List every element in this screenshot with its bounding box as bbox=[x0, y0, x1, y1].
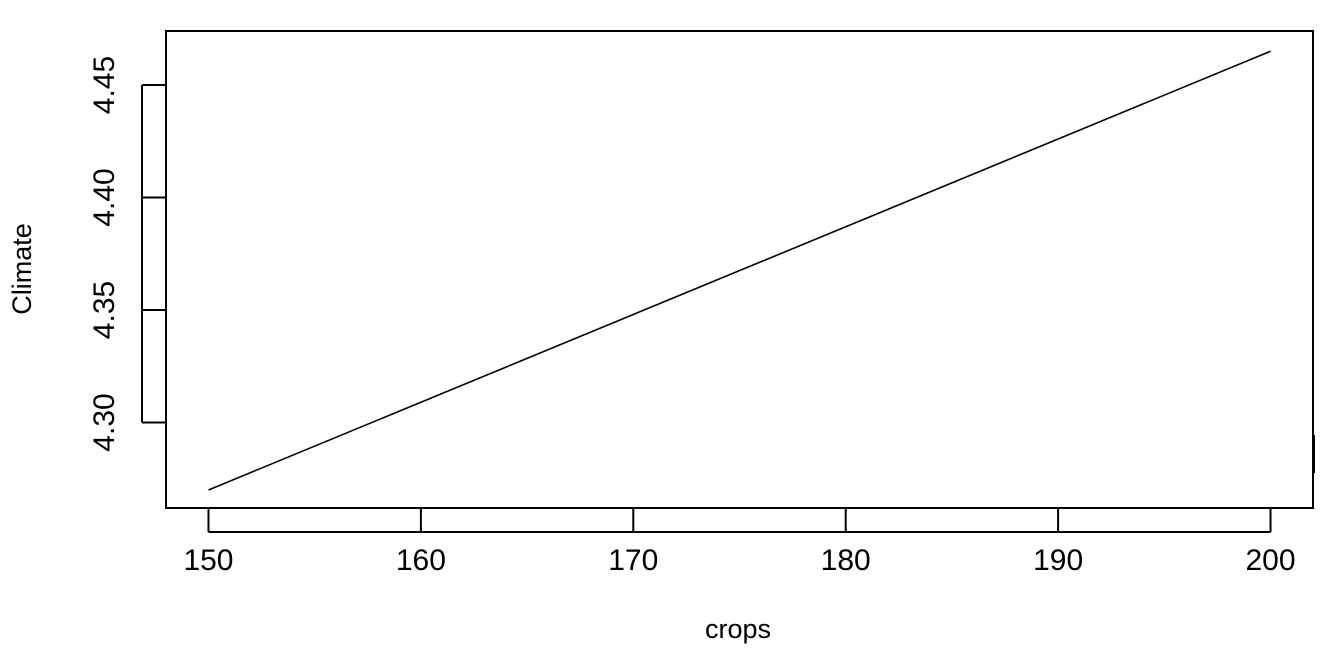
y-axis: 4.30 4.35 4.40 4.45 bbox=[88, 56, 166, 452]
y-tick-label: 4.45 bbox=[88, 56, 121, 114]
series-line bbox=[208, 50, 1271, 491]
series-layer bbox=[208, 50, 1271, 491]
y-tick-label: 4.30 bbox=[88, 393, 121, 451]
y-tick-label: 4.40 bbox=[88, 168, 121, 226]
y-tick-label: 4.35 bbox=[88, 281, 121, 339]
x-tick-label: 170 bbox=[608, 544, 658, 577]
x-axis: 150 160 170 180 190 200 bbox=[183, 508, 1296, 577]
x-tick-label: 150 bbox=[183, 544, 233, 577]
x-axis-title: crops bbox=[705, 614, 771, 644]
y-axis-title: Climate bbox=[7, 223, 37, 315]
x-tick-label: 190 bbox=[1033, 544, 1083, 577]
plot-area-frame bbox=[165, 30, 1314, 509]
x-tick-label: 180 bbox=[821, 544, 871, 577]
x-tick-label: 160 bbox=[396, 544, 446, 577]
x-tick-label: 200 bbox=[1245, 544, 1295, 577]
